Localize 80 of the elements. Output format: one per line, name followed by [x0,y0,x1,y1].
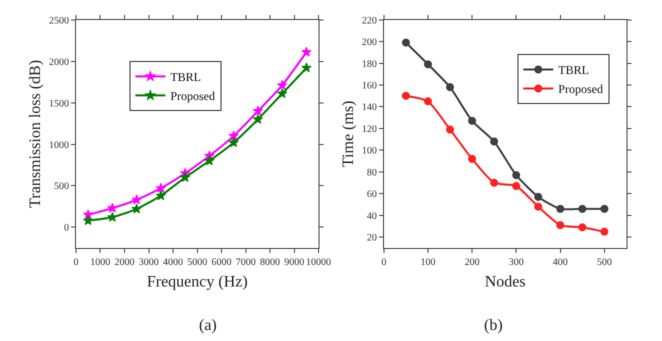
point [301,46,312,57]
y-axis-title: Time (ms) [340,100,357,168]
x-tick-label: 5000 [187,256,208,268]
point [578,204,586,213]
x-tick-label: 3000 [138,256,159,268]
y-tick-label: 1500 [48,98,69,110]
y-tick-label: 1000 [48,140,69,151]
y-tick-label: 200 [362,37,377,48]
point [252,114,264,124]
x-tick-label: 9000 [284,256,304,268]
x-tick-label: 400 [552,256,568,268]
point [277,88,288,98]
y-tick-label: 220 [362,15,377,26]
point [156,182,166,193]
point [277,80,288,90]
y-tick-label: 140 [362,102,377,114]
x-tick-label: 100 [420,256,436,268]
point [534,202,542,211]
x-axis-title: Nodes [484,274,526,291]
point [600,228,608,236]
y-tick-label: 60 [366,189,377,200]
y-tick-label: 160 [362,80,377,92]
point [490,178,498,187]
y-tick-label: 180 [362,58,377,70]
x-tick-label: 0 [381,256,386,268]
point [556,221,564,230]
x-tick-label: 1000 [90,256,110,268]
point [402,92,410,100]
point [468,154,476,163]
legend-label: Proposed [558,82,603,96]
point [301,62,312,72]
text: (a) [199,317,217,334]
y-tick-label: 0 [64,222,69,234]
y-tick-label: 80 [366,167,377,178]
x-tick-label: 4000 [163,256,184,268]
point [490,137,498,146]
x-tick-label: 8000 [260,256,280,268]
point [424,60,432,68]
point [107,212,118,222]
point [424,97,432,106]
point [556,204,564,213]
y-tick-label: 20 [366,232,377,244]
point [512,182,520,190]
y-tick-label: 2000 [48,56,69,68]
point [82,215,94,226]
point [512,171,520,180]
point [252,106,264,116]
text: (b) [484,317,503,334]
point [228,137,239,148]
x-tick-label: 2000 [114,256,134,268]
legend-label: Proposed [170,89,216,104]
point [534,192,542,201]
point [204,155,215,166]
point [131,194,142,204]
legend-label: TBRL [170,70,202,84]
x-tick-label: 10000 [306,256,332,268]
y-tick-label: 2500 [48,15,69,26]
x-tick-label: 500 [596,256,612,268]
x-tick-label: 0 [73,256,78,268]
point [131,204,142,214]
x-tick-label: 7000 [236,256,256,268]
x-tick-label: 300 [508,256,524,268]
point [107,202,118,213]
y-tick-label: 100 [362,146,377,157]
y-tick-label: 500 [54,181,69,192]
x-tick-label: 6000 [212,256,232,268]
point [578,223,586,232]
y-tick-label: 40 [366,210,377,222]
point [156,190,166,200]
y-axis-title: Transmission loss (dB) [26,60,44,208]
legend-label: TBRL [558,63,589,78]
point [402,38,410,47]
point [468,116,476,125]
x-axis-title: Frequency (Hz) [146,274,248,291]
y-tick-label: 120 [362,124,377,135]
point [446,126,454,134]
point [600,204,608,213]
point [180,172,190,182]
x-tick-label: 200 [464,256,480,268]
point [446,83,454,92]
